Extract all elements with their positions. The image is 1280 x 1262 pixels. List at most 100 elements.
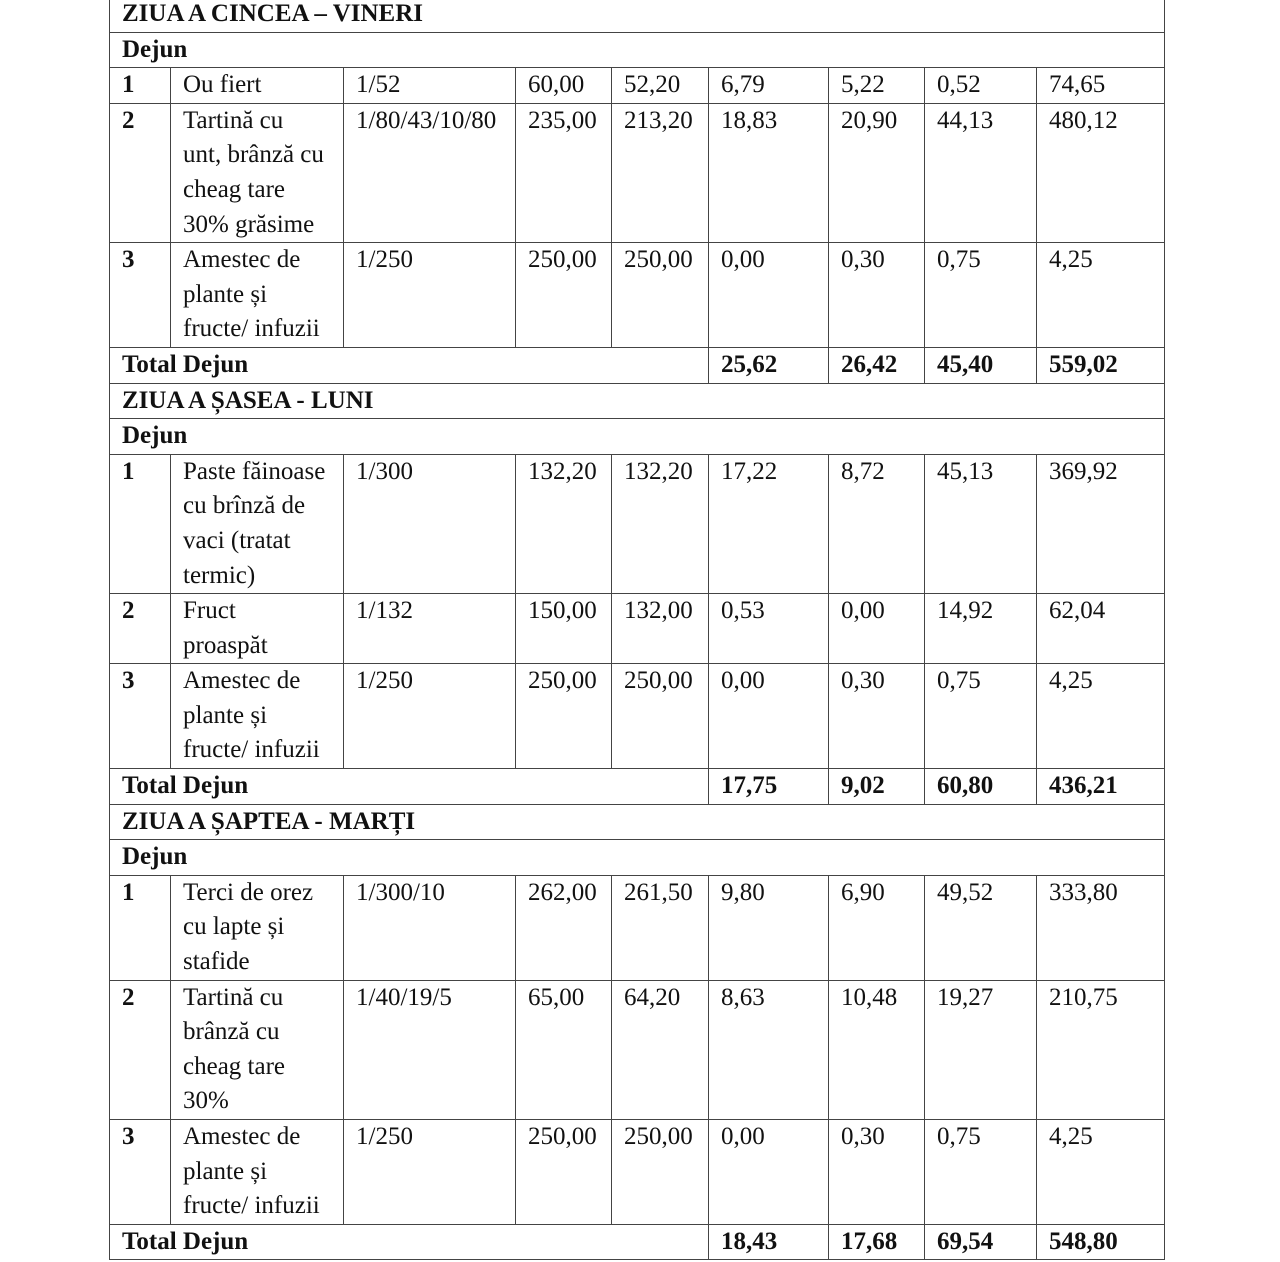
- dish-name: Tartină cu unt, brânză cu cheag tare 30%…: [170, 102, 344, 244]
- lipids: 20,90: [828, 102, 925, 244]
- calories: 4,25: [1036, 242, 1165, 348]
- portion: 1/300: [343, 453, 516, 595]
- total-carbohydrates: 60,80: [924, 768, 1037, 805]
- calories: 62,04: [1036, 593, 1165, 665]
- table-row: 2 Fruct proaspăt 1/132 150,00 132,00 0,53 0,00…: [109, 593, 1165, 665]
- dish-name: Amestec de plante și fructe/ infuzii: [170, 1119, 344, 1225]
- net-weight: 64,20: [611, 979, 709, 1121]
- dish-name: Paste făinoase cu brînză de vaci (tratat…: [170, 453, 344, 595]
- dish-name: Fruct proaspăt: [170, 593, 344, 665]
- meal-header-row: Dejun: [109, 31, 1165, 69]
- portion: 1/80/43/10/80: [343, 102, 516, 244]
- protein: 17,22: [708, 453, 829, 595]
- protein: 0,00: [708, 663, 829, 770]
- day-title: ZIUA A CINCEA – VINERI: [109, 0, 1165, 33]
- protein: 8,63: [708, 979, 829, 1121]
- row-number: 1: [109, 453, 171, 595]
- dish-name: Amestec de plante și fructe/ infuzii: [170, 663, 344, 770]
- carbohydrates: 14,92: [924, 593, 1037, 665]
- protein: 0,53: [708, 593, 829, 665]
- meal-header-row: Dejun: [109, 418, 1165, 455]
- net-weight: 132,00: [611, 593, 709, 665]
- lipids: 6,90: [828, 874, 925, 981]
- calories: 369,92: [1036, 453, 1165, 595]
- dish-name: Tartină cu brânză cu cheag tare 30%: [170, 979, 344, 1121]
- gross-weight: 250,00: [515, 1119, 612, 1225]
- gross-weight: 132,20: [515, 453, 612, 595]
- net-weight: 250,00: [611, 663, 709, 770]
- calories: 210,75: [1036, 979, 1165, 1121]
- table-row: 3 Amestec de plante și fructe/ infuzii 1/2…: [109, 1119, 1165, 1225]
- protein: 0,00: [708, 242, 829, 348]
- calories: 480,12: [1036, 102, 1165, 244]
- day-header-row: ZIUA A ȘASEA - LUNI: [109, 382, 1165, 420]
- lipids: 0,00: [828, 593, 925, 665]
- net-weight: 213,20: [611, 102, 709, 244]
- row-number: 1: [109, 874, 171, 981]
- portion: 1/40/19/5: [343, 979, 516, 1121]
- meal-title: Dejun: [109, 31, 1165, 69]
- total-calories: 548,80: [1036, 1223, 1165, 1261]
- carbohydrates: 44,13: [924, 102, 1037, 244]
- gross-weight: 150,00: [515, 593, 612, 665]
- portion: 1/52: [343, 67, 516, 104]
- total-carbohydrates: 45,40: [924, 346, 1037, 384]
- carbohydrates: 19,27: [924, 979, 1037, 1121]
- table-row: 2 Tartină cu brânză cu cheag tare 30% 1/40…: [109, 979, 1165, 1121]
- net-weight: 250,00: [611, 242, 709, 348]
- total-lipids: 17,68: [828, 1223, 925, 1261]
- lipids: 0,30: [828, 663, 925, 770]
- table-row: 3 Amestec de plante și fructe/ infuzii 1/2…: [109, 663, 1165, 770]
- lipids: 0,30: [828, 1119, 925, 1225]
- meal-title: Dejun: [109, 418, 1165, 455]
- total-lipids: 9,02: [828, 768, 925, 805]
- total-row: Total Dejun 17,75 9,02 60,80 436,21: [109, 768, 1165, 805]
- calories: 74,65: [1036, 67, 1165, 104]
- portion: 1/250: [343, 1119, 516, 1225]
- total-row: Total Dejun 25,62 26,42 45,40 559,02: [109, 346, 1165, 384]
- total-carbohydrates: 69,54: [924, 1223, 1037, 1261]
- carbohydrates: 49,52: [924, 874, 1037, 981]
- gross-weight: 250,00: [515, 242, 612, 348]
- row-number: 3: [109, 1119, 171, 1225]
- total-label: Total Dejun: [109, 346, 709, 384]
- carbohydrates: 0,75: [924, 663, 1037, 770]
- day-header-row: ZIUA A CINCEA – VINERI: [109, 0, 1165, 33]
- row-number: 3: [109, 242, 171, 348]
- total-label: Total Dejun: [109, 768, 709, 805]
- portion: 1/132: [343, 593, 516, 665]
- carbohydrates: 0,75: [924, 1119, 1037, 1225]
- carbohydrates: 45,13: [924, 453, 1037, 595]
- portion: 1/250: [343, 242, 516, 348]
- total-row: Total Dejun 18,43 17,68 69,54 548,80: [109, 1223, 1165, 1261]
- gross-weight: 65,00: [515, 979, 612, 1121]
- table-row: 3 Amestec de plante și fructe/ infuzii 1/2…: [109, 242, 1165, 348]
- meal-header-row: Dejun: [109, 839, 1165, 876]
- table-row: 1 Paste făinoase cu brînză de vaci (trata…: [109, 453, 1165, 595]
- menu-nutrition-table: ZIUA A CINCEA – VINERI Dejun 1 Ou fiert 1/52…: [109, 0, 1165, 1261]
- row-number: 2: [109, 102, 171, 244]
- net-weight: 132,20: [611, 453, 709, 595]
- lipids: 0,30: [828, 242, 925, 348]
- total-calories: 436,21: [1036, 768, 1165, 805]
- row-number: 3: [109, 663, 171, 770]
- gross-weight: 262,00: [515, 874, 612, 981]
- calories: 4,25: [1036, 1119, 1165, 1225]
- portion: 1/250: [343, 663, 516, 770]
- day-header-row: ZIUA A ȘAPTEA - MARȚI: [109, 803, 1165, 841]
- calories: 333,80: [1036, 874, 1165, 981]
- lipids: 5,22: [828, 67, 925, 104]
- calories: 4,25: [1036, 663, 1165, 770]
- net-weight: 52,20: [611, 67, 709, 104]
- protein: 6,79: [708, 67, 829, 104]
- total-calories: 559,02: [1036, 346, 1165, 384]
- protein: 9,80: [708, 874, 829, 981]
- total-label: Total Dejun: [109, 1223, 709, 1261]
- total-protein: 17,75: [708, 768, 829, 805]
- gross-weight: 60,00: [515, 67, 612, 104]
- portion: 1/300/10: [343, 874, 516, 981]
- lipids: 10,48: [828, 979, 925, 1121]
- carbohydrates: 0,52: [924, 67, 1037, 104]
- dish-name: Ou fiert: [170, 67, 344, 104]
- table-row: 1 Ou fiert 1/52 60,00 52,20 6,79 5,22 0,52 74,65: [109, 67, 1165, 104]
